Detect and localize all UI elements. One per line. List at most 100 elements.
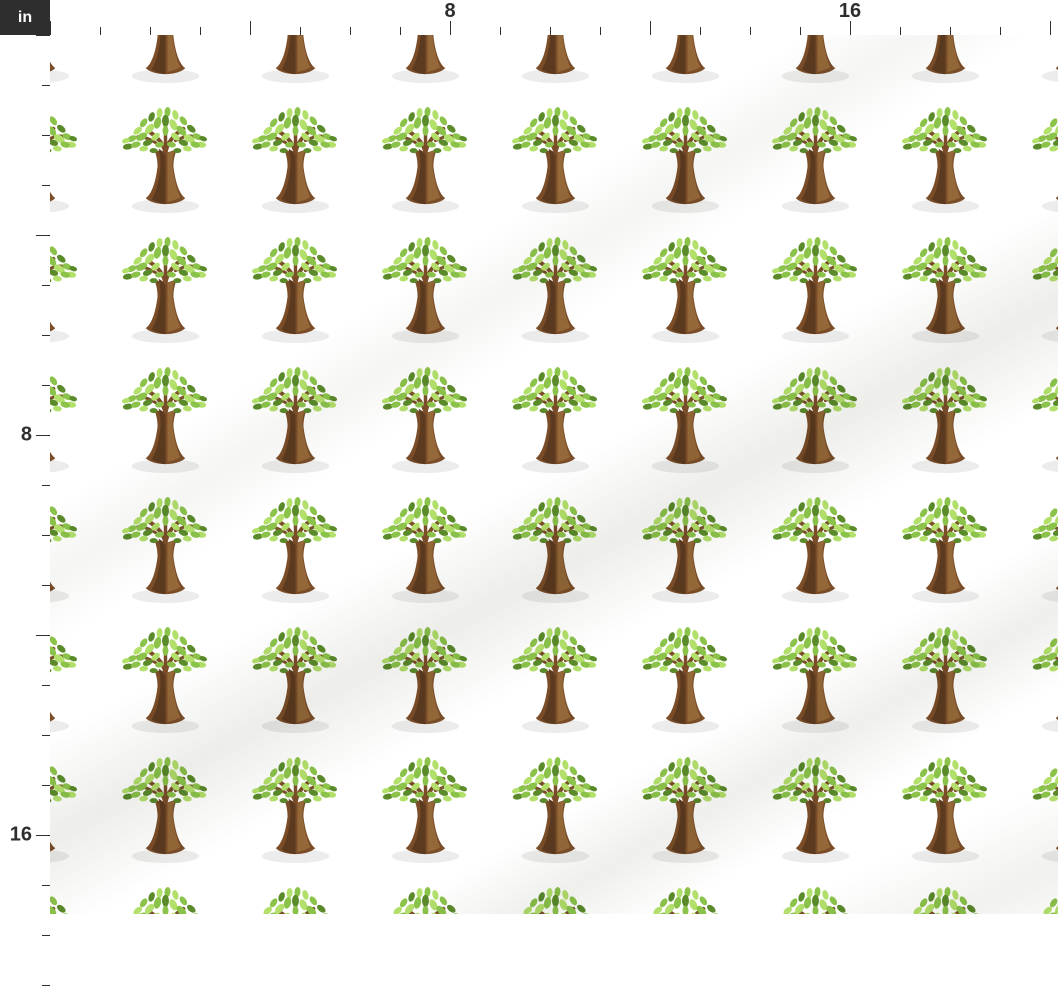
- tree-icon: [50, 493, 93, 608]
- tree-icon: [1018, 363, 1058, 478]
- tree-icon: [628, 103, 743, 218]
- tree-icon: [888, 233, 1003, 348]
- pattern-cell: [50, 615, 100, 745]
- tree-icon: [1018, 753, 1058, 868]
- pattern-cell: [360, 95, 490, 225]
- pattern-cell: [230, 35, 360, 95]
- ruler-top-label: 16: [839, 0, 861, 23]
- tree-icon: [1018, 883, 1058, 915]
- pattern-cell: [100, 95, 230, 225]
- pattern-cell: [230, 95, 360, 225]
- tree-icon: [888, 363, 1003, 478]
- tree-icon: [368, 623, 483, 738]
- pattern-cell: [750, 95, 880, 225]
- pattern-cell: [1010, 95, 1058, 225]
- ruler-unit-label: in: [18, 9, 32, 27]
- tree-icon: [238, 883, 353, 915]
- tree-icon: [1018, 35, 1058, 88]
- tree-icon: [888, 753, 1003, 868]
- pattern-grid: [50, 35, 1058, 914]
- pattern-cell: [360, 225, 490, 355]
- pattern-cell: [620, 225, 750, 355]
- tree-icon: [628, 753, 743, 868]
- pattern-cell: [360, 875, 490, 914]
- pattern-cell: [230, 485, 360, 615]
- tree-icon: [108, 35, 223, 88]
- pattern-cell: [750, 875, 880, 914]
- tree-icon: [498, 35, 613, 88]
- tree-icon: [238, 493, 353, 608]
- pattern-cell: [750, 745, 880, 875]
- pattern-cell: [620, 35, 750, 95]
- ruler-unit-corner: in: [0, 0, 50, 35]
- pattern-cell: [230, 355, 360, 485]
- pattern-cell: [490, 225, 620, 355]
- tree-icon: [1018, 103, 1058, 218]
- tree-icon: [50, 103, 93, 218]
- tree-icon: [1018, 233, 1058, 348]
- pattern-cell: [50, 355, 100, 485]
- tree-icon: [50, 753, 93, 868]
- tree-icon: [628, 363, 743, 478]
- tree-icon: [758, 883, 873, 915]
- tree-icon: [368, 35, 483, 88]
- pattern-cell: [50, 95, 100, 225]
- pattern-cell: [360, 745, 490, 875]
- tree-icon: [758, 623, 873, 738]
- tree-icon: [50, 35, 93, 88]
- tree-icon: [108, 883, 223, 915]
- pattern-cell: [100, 875, 230, 914]
- ruler-left: 8 16: [0, 35, 50, 914]
- tree-icon: [368, 753, 483, 868]
- tree-icon: [758, 35, 873, 88]
- fabric-swatch: [50, 35, 1058, 914]
- tree-icon: [50, 623, 93, 738]
- tree-icon: [498, 753, 613, 868]
- tree-icon: [498, 363, 613, 478]
- pattern-cell: [750, 35, 880, 95]
- pattern-cell: [880, 35, 1010, 95]
- tree-icon: [368, 233, 483, 348]
- pattern-cell: [1010, 485, 1058, 615]
- pattern-cell: [880, 355, 1010, 485]
- pattern-cell: [50, 745, 100, 875]
- pattern-cell: [490, 35, 620, 95]
- pattern-cell: [880, 615, 1010, 745]
- pattern-cell: [750, 615, 880, 745]
- pattern-cell: [620, 745, 750, 875]
- pattern-cell: [880, 485, 1010, 615]
- tree-icon: [238, 35, 353, 88]
- pattern-cell: [230, 875, 360, 914]
- pattern-cell: [100, 355, 230, 485]
- tree-icon: [50, 883, 93, 915]
- pattern-cell: [620, 485, 750, 615]
- tree-icon: [368, 493, 483, 608]
- tree-icon: [238, 363, 353, 478]
- tree-icon: [758, 363, 873, 478]
- tree-icon: [238, 233, 353, 348]
- pattern-cell: [1010, 745, 1058, 875]
- tree-icon: [238, 103, 353, 218]
- tree-icon: [628, 35, 743, 88]
- tree-icon: [1018, 623, 1058, 738]
- tree-icon: [368, 883, 483, 915]
- tree-icon: [628, 623, 743, 738]
- ruler-left-label: 16: [10, 824, 32, 847]
- ruler-left-label: 8: [21, 424, 32, 447]
- tree-icon: [758, 753, 873, 868]
- tree-icon: [758, 103, 873, 218]
- pattern-cell: [880, 95, 1010, 225]
- pattern-cell: [620, 875, 750, 914]
- tree-icon: [238, 623, 353, 738]
- tree-icon: [50, 363, 93, 478]
- pattern-cell: [750, 355, 880, 485]
- pattern-cell: [50, 225, 100, 355]
- pattern-cell: [750, 485, 880, 615]
- pattern-cell: [490, 355, 620, 485]
- tree-icon: [888, 883, 1003, 915]
- tree-icon: [108, 753, 223, 868]
- pattern-cell: [880, 875, 1010, 914]
- tree-icon: [888, 623, 1003, 738]
- pattern-cell: [100, 35, 230, 95]
- pattern-cell: [100, 485, 230, 615]
